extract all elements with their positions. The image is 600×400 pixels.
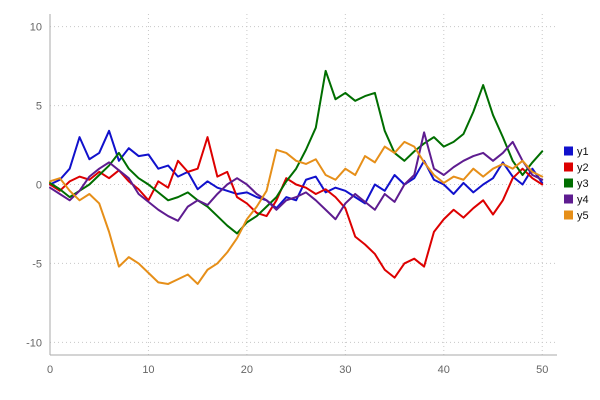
- x-axis-tick-label: 20: [241, 364, 253, 376]
- y-axis-tick-label: -5: [32, 258, 42, 270]
- legend-swatch-y2: [564, 162, 573, 172]
- legend-label-y2: y2: [577, 162, 589, 174]
- series-line-y3: [49, 69, 544, 235]
- x-axis-tick-label: 50: [536, 364, 548, 376]
- series-line-y1: [49, 129, 544, 210]
- legend-swatch-y1: [564, 146, 573, 156]
- x-axis-tick-label: 30: [339, 364, 351, 376]
- legend-swatch-y5: [564, 210, 573, 220]
- x-axis-tick-label: 40: [438, 364, 450, 376]
- series-line-y4: [49, 131, 544, 222]
- legend-swatch-y4: [564, 194, 573, 204]
- y-axis-tick-label: 0: [36, 180, 42, 192]
- legend-label-y1: y1: [577, 146, 589, 158]
- legend-label-y3: y3: [577, 178, 589, 190]
- y-axis-tick-label: 10: [30, 22, 42, 34]
- series-line-y5: [49, 140, 544, 285]
- legend-label-y4: y4: [577, 194, 589, 206]
- legend-swatch-y3: [564, 178, 573, 188]
- legend-label-y5: y5: [577, 210, 589, 222]
- y-axis-tick-label: 5: [36, 101, 42, 113]
- x-axis-tick-label: 0: [47, 364, 53, 376]
- x-axis-tick-label: 10: [142, 364, 154, 376]
- y-axis-tick-label: -10: [26, 337, 42, 349]
